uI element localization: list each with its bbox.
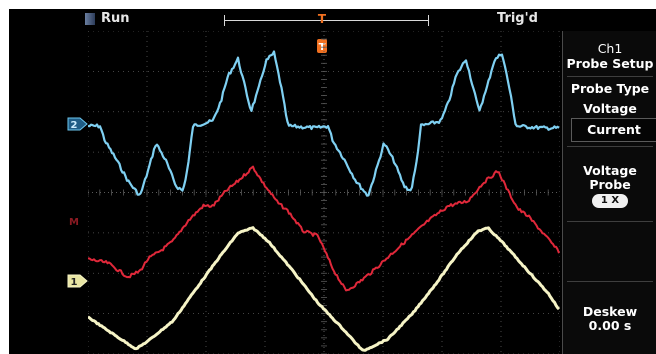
record-view-end-tick (428, 15, 429, 26)
menu-channel-label: Ch1 (597, 41, 623, 56)
svg-text:T: T (318, 12, 327, 26)
trigger-status: Trig'd (497, 11, 538, 26)
deskew-value: 0.00 s (588, 318, 632, 333)
probe-label-line2: Probe (589, 177, 631, 192)
side-menu: Ch1 Probe Setup Probe Type Voltage Curre… (562, 31, 656, 354)
acquisition-status: Run (101, 11, 130, 26)
channel-1-trace (88, 226, 560, 352)
probe-label-line1: Voltage (583, 163, 637, 178)
svg-text:1: 1 (71, 277, 78, 288)
probe-attenuation-button[interactable]: 1 X (592, 194, 628, 208)
svg-text:M: M (69, 217, 79, 228)
menu-divider (567, 146, 653, 147)
menu-title: Probe Setup (566, 56, 654, 71)
deskew-label[interactable]: Deskew (582, 304, 638, 319)
graticule-gridlines (88, 31, 560, 354)
svg-text:2: 2 (71, 120, 78, 131)
menu-divider (567, 281, 653, 282)
math-marker[interactable]: M (67, 213, 89, 229)
menu-divider (567, 76, 653, 77)
oscilloscope-display: Run T T Trig'd 2 M 1 Ch1 Probe Setup Pro… (9, 9, 656, 354)
menu-divider (567, 221, 653, 222)
probe-type-label: Probe Type (570, 81, 650, 96)
status-bar: Run T T Trig'd (9, 9, 656, 53)
run-indicator-icon (85, 13, 95, 25)
record-view-start-tick (224, 15, 225, 26)
channel-2-trace (88, 50, 560, 197)
waveform-graticule (88, 31, 560, 354)
current-option-label: Current (587, 122, 641, 137)
channel-1-marker[interactable]: 1 (67, 273, 89, 289)
probe-type-current-option[interactable]: Current (571, 118, 656, 142)
math-trace (88, 165, 560, 292)
channel-2-marker[interactable]: 2 (67, 116, 89, 132)
record-view-bar (224, 20, 429, 21)
probe-type-voltage-option[interactable]: Voltage (583, 101, 637, 116)
